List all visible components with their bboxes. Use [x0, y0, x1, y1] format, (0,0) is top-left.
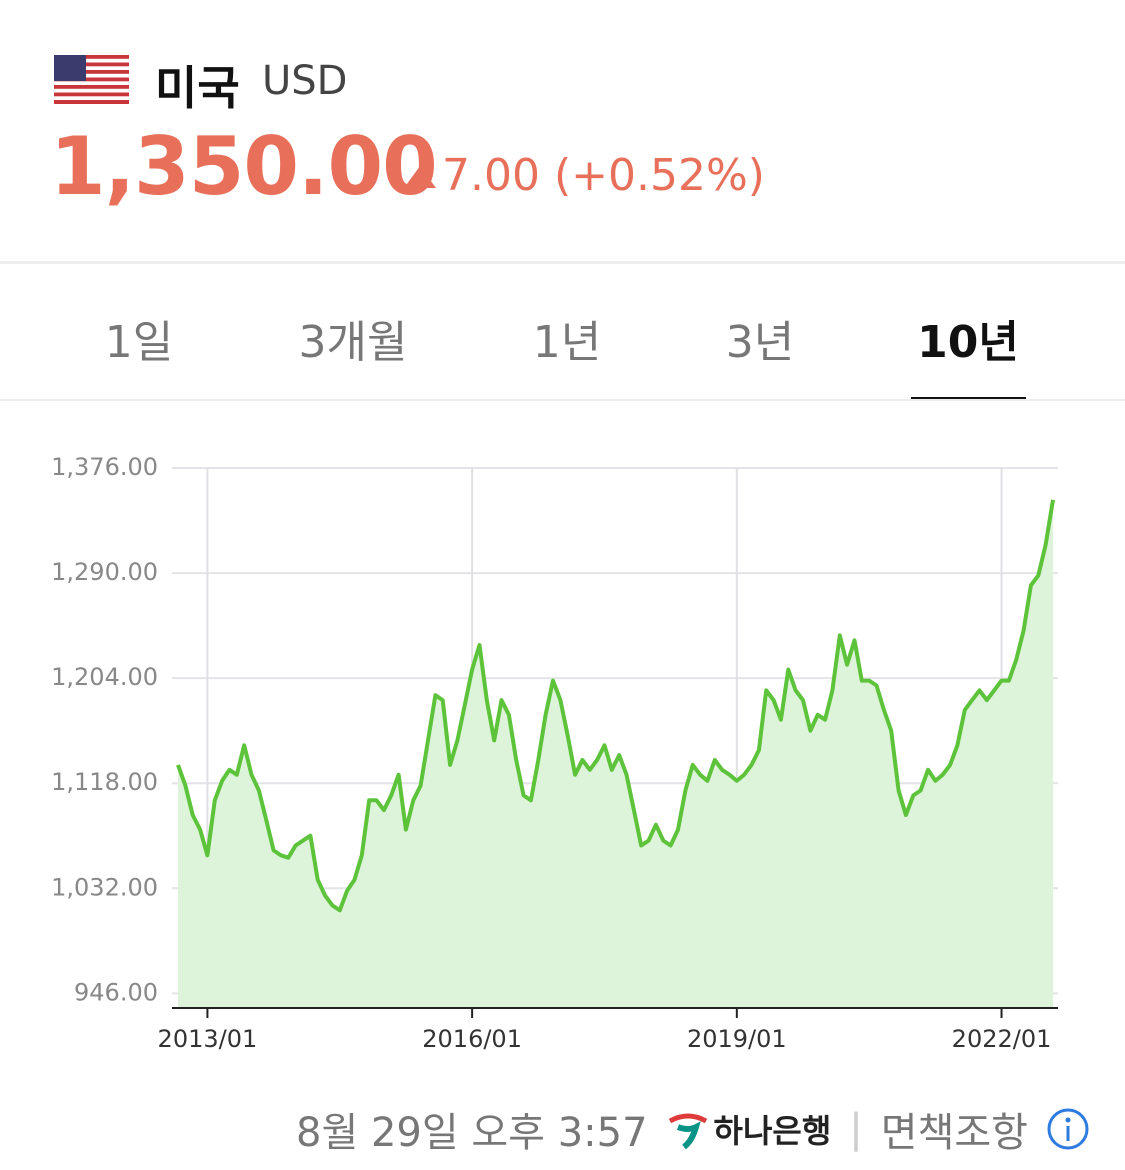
price-change-percent: (+0.52%)	[554, 150, 765, 201]
y-tick-label: 946.00	[74, 978, 158, 1006]
y-tick-label: 1,032.00	[51, 873, 158, 901]
chart: 946.00 1,032.00 1,118.00 1,204.00 1,290.00 1,…	[51, 453, 1058, 1053]
x-tick-label: 2013/01	[158, 1025, 258, 1053]
country-name: 미국	[155, 61, 240, 115]
period-tab[interactable]: 10년	[917, 317, 1019, 368]
y-tick-label: 1,290.00	[51, 558, 158, 586]
bank-icon	[668, 1113, 707, 1150]
y-tick-label: 1,376.00	[51, 453, 158, 481]
divider	[0, 399, 1125, 401]
y-tick-label: 1,118.00	[51, 768, 158, 796]
y-tick-label: 1,204.00	[51, 663, 158, 691]
price-change: 7.00	[442, 150, 540, 201]
us-flag	[54, 55, 129, 104]
bank-logo: 하나은행	[666, 1106, 832, 1152]
period-tab[interactable]: 1년	[532, 317, 602, 368]
divider	[0, 261, 1125, 264]
bank-name: 하나은행	[713, 1112, 832, 1150]
separator: |	[849, 1106, 863, 1152]
line	[176, 499, 1055, 913]
period-tab[interactable]: 1일	[104, 317, 174, 368]
price: 1,350.00	[50, 120, 438, 213]
timestamp: 8월 29일 오후 3:57	[296, 1110, 648, 1156]
tab-underline	[911, 397, 1026, 400]
period-tab[interactable]: 3개월	[298, 317, 408, 368]
area-fill	[178, 499, 1053, 1008]
up-arrow	[404, 166, 436, 188]
currency-code: USD	[262, 58, 348, 104]
x-tick-label: 2016/01	[422, 1025, 522, 1053]
x-tick-label: 2019/01	[687, 1025, 787, 1053]
x-tick-label: 2022/01	[952, 1025, 1052, 1053]
info-icon[interactable]	[1046, 1107, 1090, 1151]
period-tab[interactable]: 3년	[725, 317, 795, 368]
footer: 8월 29일 오후 3:57 하나은행 | 면책조항	[296, 1100, 1090, 1158]
disclaimer-link[interactable]: 면책조항	[880, 1110, 1028, 1156]
